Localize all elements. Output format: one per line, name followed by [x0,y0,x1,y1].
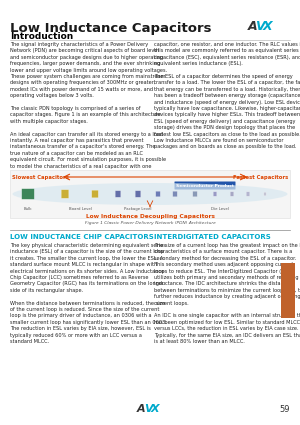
FancyBboxPatch shape [193,191,197,197]
Text: X: X [151,404,160,414]
FancyBboxPatch shape [246,192,250,196]
Text: Introduction: Introduction [10,32,73,41]
Text: A: A [137,404,146,414]
Text: Slowest Capacitors: Slowest Capacitors [12,175,69,179]
FancyBboxPatch shape [135,191,141,197]
Text: Figure 1 Classic Power Delivery Network (PDN) Architecture: Figure 1 Classic Power Delivery Network … [85,221,215,225]
Text: The size of a current loop has the greatest impact on the ESL
characteristics of: The size of a current loop has the great… [154,243,300,344]
Text: INTERDIGITATED CAPACITORS: INTERDIGITATED CAPACITORS [154,234,271,240]
Text: Low Inductance Capacitors: Low Inductance Capacitors [10,22,211,35]
FancyBboxPatch shape [173,191,177,197]
Text: 59: 59 [280,405,290,414]
FancyBboxPatch shape [92,190,98,198]
FancyBboxPatch shape [61,190,69,198]
Text: Fastest Capacitors: Fastest Capacitors [233,175,288,179]
Bar [10,170,290,218]
FancyBboxPatch shape [230,192,234,196]
Text: V: V [144,404,153,414]
Text: Low Inductance Decoupling Capacitors: Low Inductance Decoupling Capacitors [85,214,214,219]
FancyBboxPatch shape [156,191,160,197]
Text: Die Level: Die Level [211,207,229,211]
Text: Package Level: Package Level [124,207,152,211]
Text: A: A [248,20,258,33]
FancyBboxPatch shape [264,192,266,196]
Text: The signal integrity characteristics of a Power Delivery
Network (PDN) are becom: The signal integrity characteristics of … [10,42,167,169]
Text: capacitor, one resistor, and one inductor. The RLC values in
this model are comm: capacitor, one resistor, and one inducto… [154,42,300,150]
Bar [281,263,295,318]
Text: V: V [255,20,265,33]
Ellipse shape [13,183,287,205]
Text: LOW INDUCTANCE CHIP CAPACITORS: LOW INDUCTANCE CHIP CAPACITORS [10,234,154,240]
Text: Board Level: Board Level [69,207,92,211]
Text: The key physical characteristic determining equivalent series
inductance (ESL) o: The key physical characteristic determin… [10,243,167,344]
FancyBboxPatch shape [175,181,236,190]
Text: Semiconductor Product: Semiconductor Product [176,184,234,187]
FancyBboxPatch shape [115,191,121,197]
Text: Bulk: Bulk [24,207,32,211]
FancyBboxPatch shape [213,192,217,196]
Text: X: X [263,20,273,33]
FancyBboxPatch shape [22,189,34,199]
